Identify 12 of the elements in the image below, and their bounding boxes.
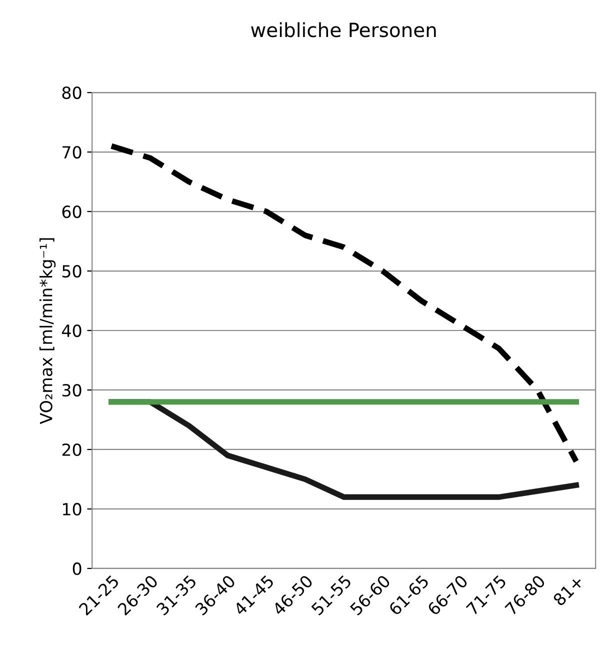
y-axis-title: VO₂max [ml/min*kg⁻¹] [39, 238, 56, 424]
chart-title: weibliche Personen [251, 22, 436, 38]
y-tick-label: 70 [62, 146, 82, 159]
y-tick-label: 30 [62, 384, 82, 397]
y-tick-label: 50 [62, 264, 82, 278]
y-tick-label: 0 [72, 562, 82, 576]
y-tick-label: 10 [63, 502, 82, 516]
x-tick-label: 81+ [552, 574, 584, 607]
y-tick-label: 20 [62, 443, 82, 456]
y-tick-label: 80 [62, 86, 82, 100]
y-tick-label: 60 [62, 205, 82, 218]
y-tick-label: 40 [62, 324, 82, 338]
